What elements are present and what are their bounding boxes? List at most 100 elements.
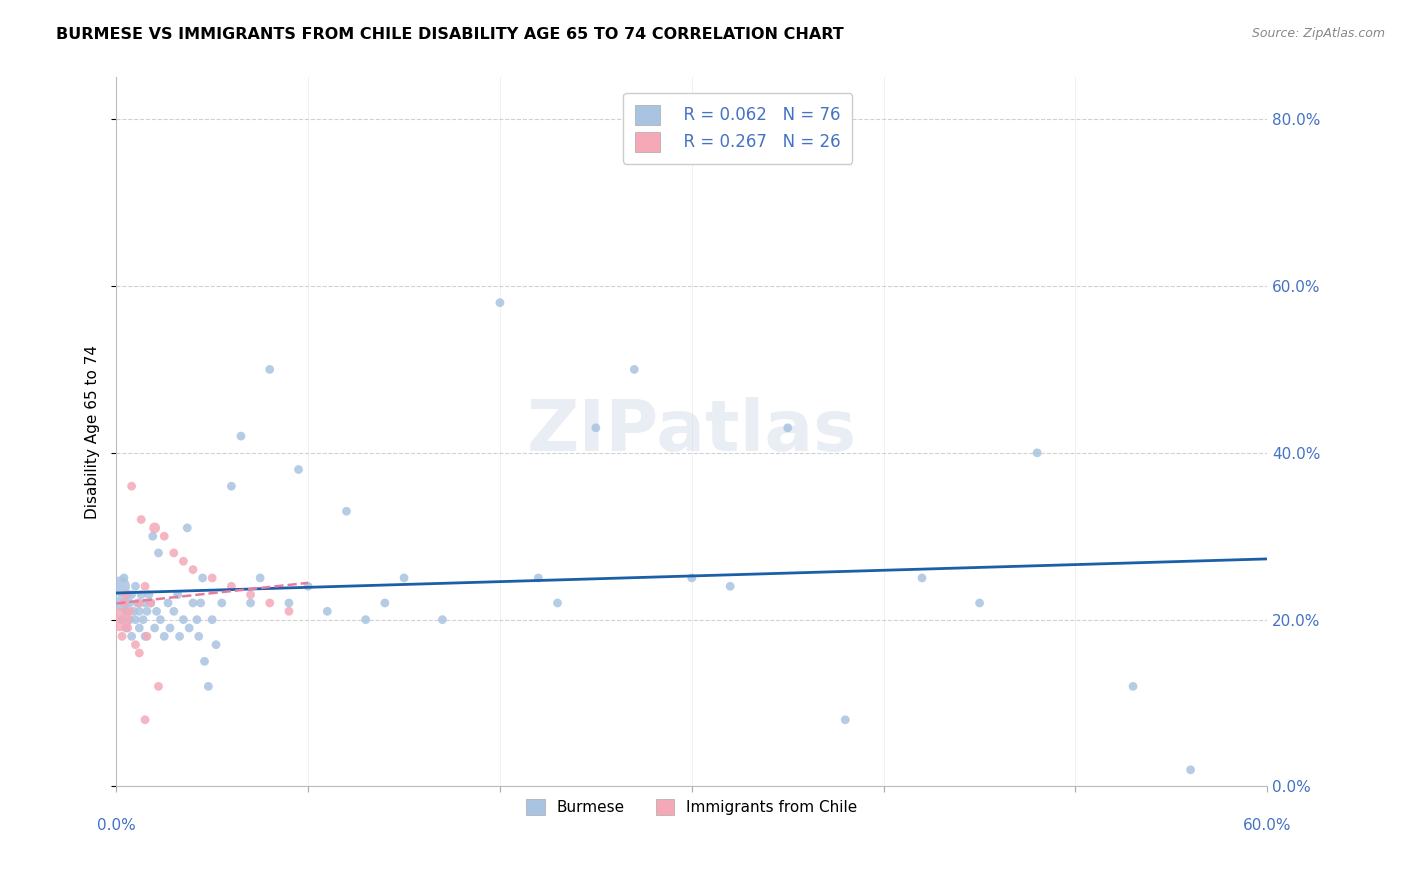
Point [354, 613, 377, 627]
Point [181, 563, 204, 577]
Point [117, 588, 139, 602]
Point [190, 596, 212, 610]
Point [127, 596, 149, 610]
Point [124, 579, 146, 593]
Point [681, 571, 703, 585]
Point [277, 604, 299, 618]
Point [108, 613, 131, 627]
Point [221, 479, 243, 493]
Point [197, 679, 219, 693]
Point [169, 629, 191, 643]
Point [134, 713, 156, 727]
Point [132, 613, 155, 627]
Legend: Burmese, Immigrants from Chile: Burmese, Immigrants from Chile [520, 793, 863, 822]
Point [374, 596, 396, 610]
Point [115, 621, 138, 635]
Point [1122, 679, 1144, 693]
Point [138, 588, 160, 602]
Point [143, 521, 166, 535]
Point [489, 295, 512, 310]
Point [179, 621, 201, 635]
Point [108, 579, 131, 593]
Point [297, 579, 319, 593]
Point [718, 579, 741, 593]
Point [834, 713, 856, 727]
Point [163, 546, 186, 560]
Point [112, 596, 135, 610]
Text: 0.0%: 0.0% [97, 818, 135, 833]
Point [148, 546, 170, 560]
Point [547, 596, 569, 610]
Point [111, 596, 134, 610]
Point [142, 529, 165, 543]
Point [136, 604, 159, 618]
Point [128, 646, 150, 660]
Point [136, 629, 159, 643]
Point [115, 588, 138, 602]
Point [153, 629, 176, 643]
Point [239, 596, 262, 610]
Point [205, 638, 228, 652]
Point [776, 421, 799, 435]
Point [166, 588, 188, 602]
Point [111, 613, 134, 627]
Point [115, 604, 138, 618]
Point [148, 679, 170, 693]
Text: Source: ZipAtlas.com: Source: ZipAtlas.com [1251, 27, 1385, 40]
Point [134, 629, 156, 643]
Point [211, 596, 233, 610]
Point [139, 596, 162, 610]
Point [1180, 763, 1202, 777]
Point [128, 604, 150, 618]
Text: ZIPatlas: ZIPatlas [527, 398, 856, 467]
Y-axis label: Disability Age 65 to 74: Disability Age 65 to 74 [86, 345, 100, 519]
Point [259, 596, 281, 610]
Text: 60.0%: 60.0% [1243, 818, 1292, 833]
Point [121, 629, 143, 643]
Point [145, 604, 167, 618]
Point [527, 571, 550, 585]
Point [134, 596, 156, 610]
Point [287, 462, 309, 476]
Point [432, 613, 454, 627]
Point [392, 571, 415, 585]
Point [221, 579, 243, 593]
Point [118, 604, 141, 618]
Point [335, 504, 357, 518]
Point [201, 571, 224, 585]
Point [159, 621, 181, 635]
Point [186, 613, 208, 627]
Point [163, 604, 186, 618]
Point [157, 596, 180, 610]
Point [129, 588, 152, 602]
Point [623, 362, 645, 376]
Point [129, 512, 152, 526]
Point [172, 554, 194, 568]
Point [201, 613, 224, 627]
Point [128, 596, 150, 610]
Point [249, 571, 271, 585]
Point [124, 613, 146, 627]
Point [181, 596, 204, 610]
Point [122, 604, 145, 618]
Point [118, 596, 141, 610]
Point [911, 571, 934, 585]
Point [1026, 446, 1049, 460]
Point [128, 621, 150, 635]
Point [229, 429, 252, 443]
Point [191, 571, 214, 585]
Point [139, 596, 162, 610]
Point [121, 479, 143, 493]
Point [112, 571, 135, 585]
Point [172, 613, 194, 627]
Point [124, 638, 146, 652]
Point [193, 654, 215, 668]
Point [153, 529, 176, 543]
Point [118, 613, 141, 627]
Point [277, 596, 299, 610]
Point [316, 604, 339, 618]
Point [117, 621, 139, 635]
Point [259, 362, 281, 376]
Point [969, 596, 991, 610]
Point [134, 579, 156, 593]
